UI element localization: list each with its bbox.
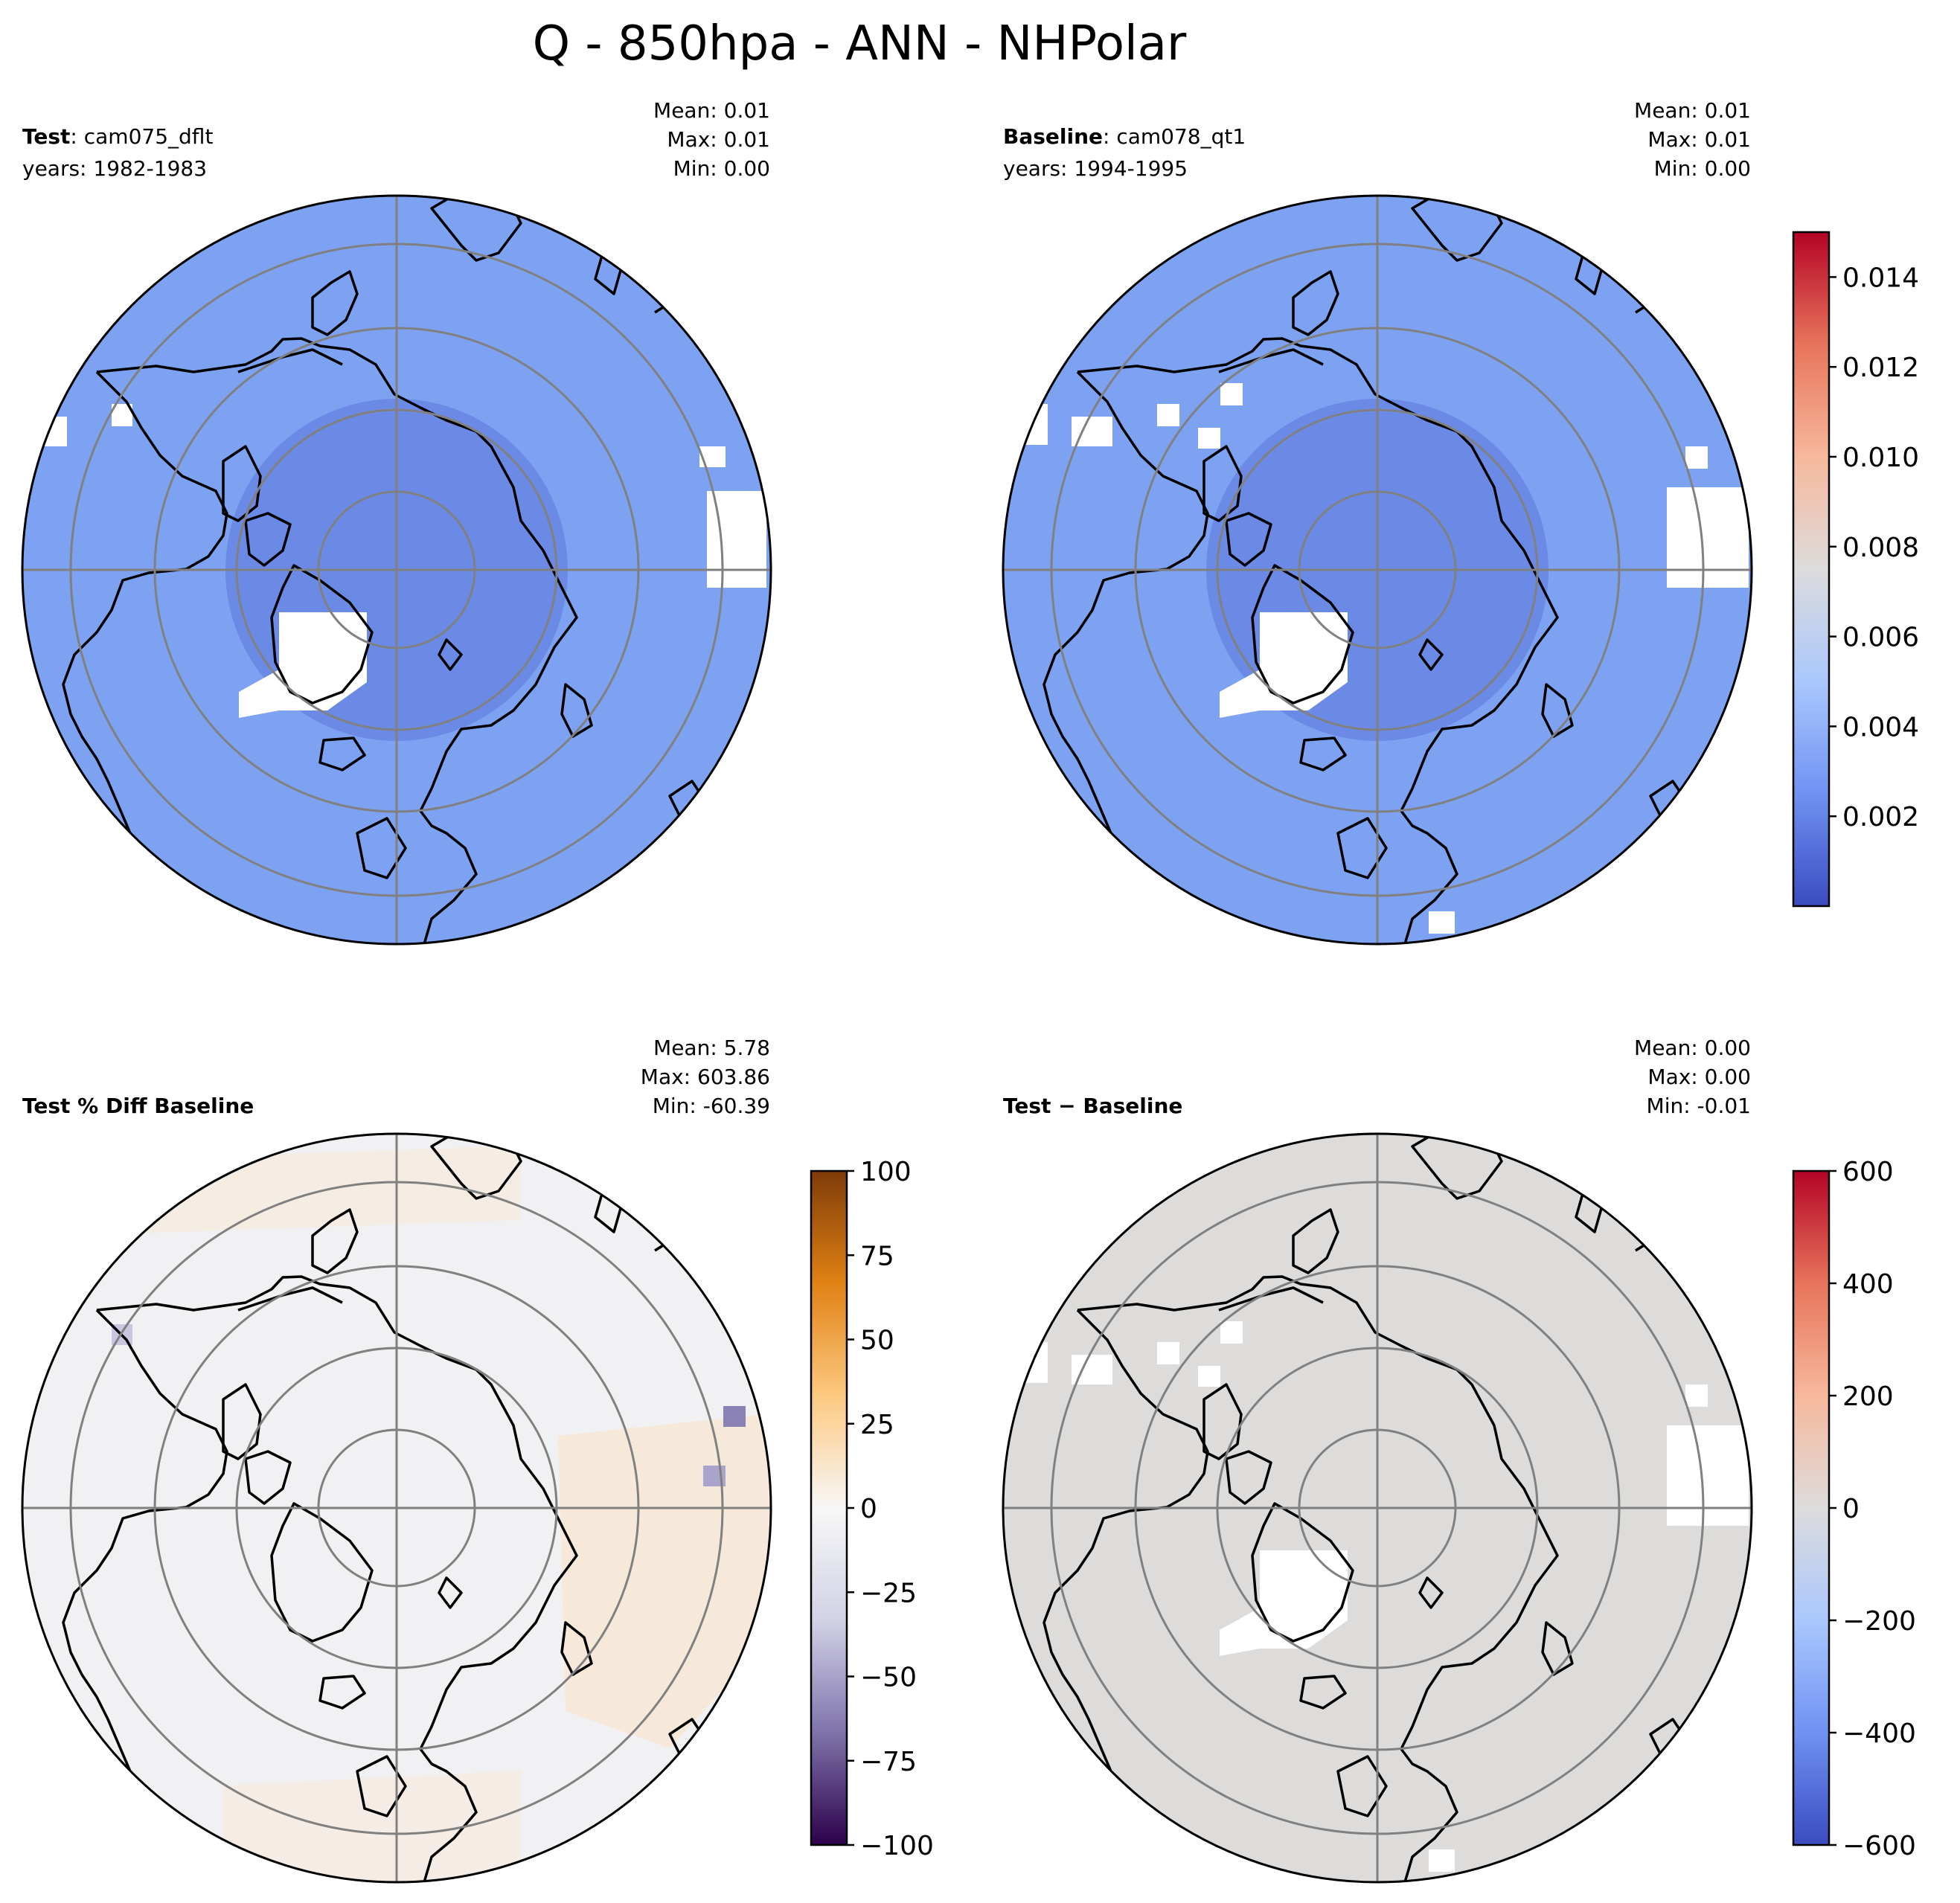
graticule bbox=[1003, 196, 1752, 944]
colorbar-main-ticks: 0.002 0.004 0.006 0.008 0.010 0.012 0.014 bbox=[1829, 263, 1919, 832]
colorbar-tick-label: 0.004 bbox=[1842, 712, 1919, 742]
panel-baseline: Baseline: cam078_qt1 years: 1994-1995 Me… bbox=[1002, 98, 1753, 946]
colorbar-tick-label: 0.014 bbox=[1842, 263, 1919, 293]
panel-label-bold: Test bbox=[1003, 1094, 1051, 1118]
colorbar-pct-fill bbox=[810, 1169, 848, 1846]
colorbar-tick-label: −600 bbox=[1842, 1831, 1916, 1861]
panel-diff: Test − Baseline Mean: 0.00 Max: 0.00 Min… bbox=[1002, 1036, 1753, 1884]
map-boundary bbox=[21, 1132, 772, 1884]
colorbar-tick-label: 400 bbox=[1842, 1269, 1894, 1300]
map-boundary bbox=[21, 194, 772, 946]
map-boundary bbox=[1002, 1132, 1753, 1884]
colorbar-diff-fill bbox=[1792, 1169, 1831, 1846]
panel-label-bold: Test % Diff Baseline bbox=[22, 1094, 254, 1118]
colorbar-main-fill bbox=[1792, 231, 1831, 908]
panel-label: Test: cam075_dflt bbox=[22, 124, 213, 149]
colorbar-pct: −100 −75 −50 −25 0 25 50 75 100 bbox=[810, 1157, 934, 1861]
colorbar-tick-label: 0.010 bbox=[1842, 443, 1919, 473]
colorbar-tick-label: 0.002 bbox=[1842, 802, 1919, 832]
stat-mean: Mean: 0.01 bbox=[653, 98, 770, 123]
panel-test: Test: cam075_dflt years: 1982-1983 Mean:… bbox=[21, 98, 772, 946]
colorbar-tick-label: 0 bbox=[860, 1494, 877, 1524]
stat-max: Max: 603.86 bbox=[641, 1065, 770, 1089]
colorbar-diff: −600 −400 −200 0 200 400 600 bbox=[1792, 1157, 1916, 1861]
colorbar-tick-label: 25 bbox=[860, 1410, 894, 1440]
colorbar-tick-label: −200 bbox=[1842, 1606, 1916, 1637]
panel-label: Test % Diff Baseline bbox=[22, 1094, 254, 1118]
colorbar-tick-label: 100 bbox=[860, 1157, 912, 1187]
colorbar-pct-ticks: −100 −75 −50 −25 0 25 50 75 100 bbox=[847, 1157, 934, 1861]
stat-mean: Mean: 0.00 bbox=[1634, 1036, 1751, 1060]
stat-min: Min: 0.00 bbox=[673, 156, 770, 181]
anomaly-cells bbox=[89, 1146, 771, 1882]
panel-label-rest: − Baseline bbox=[1051, 1094, 1182, 1118]
colorbar-tick-label: 0.008 bbox=[1842, 533, 1919, 563]
stat-max: Max: 0.01 bbox=[667, 127, 770, 152]
colorbar-tick-label: −75 bbox=[860, 1747, 917, 1777]
panel-pct-diff: Test % Diff Baseline Mean: 5.78 Max: 603… bbox=[21, 1036, 772, 1884]
colorbar-tick-label: −400 bbox=[1842, 1719, 1916, 1749]
map-boundary bbox=[1002, 194, 1753, 946]
colorbar-main: 0.002 0.004 0.006 0.008 0.010 0.012 0.014 bbox=[1792, 231, 1919, 908]
panel-years: years: 1994-1995 bbox=[1003, 156, 1188, 181]
colorbar-tick-label: 0 bbox=[1842, 1494, 1860, 1524]
colorbar-tick-label: 600 bbox=[1842, 1157, 1894, 1187]
graticule bbox=[22, 1134, 771, 1882]
stat-min: Min: -0.01 bbox=[1647, 1094, 1751, 1118]
graticule bbox=[1003, 1134, 1752, 1882]
panel-label: Baseline: cam078_qt1 bbox=[1003, 124, 1246, 149]
colorbar-tick-label: 200 bbox=[1842, 1381, 1894, 1412]
stat-mean: Mean: 5.78 bbox=[653, 1036, 770, 1060]
panel-label-rest: : cam078_qt1 bbox=[1103, 124, 1246, 149]
panel-label-rest: : cam075_dflt bbox=[70, 124, 213, 149]
colorbar-tick-label: 0.012 bbox=[1842, 353, 1919, 383]
graticule bbox=[22, 196, 771, 944]
panel-label-bold: Test bbox=[22, 124, 70, 149]
colorbar-tick-label: −50 bbox=[860, 1663, 917, 1693]
stat-min: Min: -60.39 bbox=[653, 1094, 770, 1118]
stat-max: Max: 0.00 bbox=[1647, 1065, 1751, 1089]
stat-min: Min: 0.00 bbox=[1654, 156, 1751, 181]
panel-label-bold: Baseline bbox=[1003, 124, 1103, 149]
stat-max: Max: 0.01 bbox=[1647, 127, 1751, 152]
panel-years: years: 1982-1983 bbox=[22, 156, 207, 181]
colorbar-tick-label: −100 bbox=[860, 1831, 934, 1861]
colorbar-diff-ticks: −600 −400 −200 0 200 400 600 bbox=[1829, 1157, 1916, 1861]
colorbar-tick-label: 50 bbox=[860, 1326, 894, 1356]
missing-data-cells bbox=[1025, 383, 1749, 934]
colorbar-tick-label: 75 bbox=[860, 1241, 894, 1271]
colorbar-tick-label: 0.006 bbox=[1842, 623, 1919, 653]
panel-label: Test − Baseline bbox=[1003, 1094, 1182, 1118]
stat-mean: Mean: 0.01 bbox=[1634, 98, 1751, 123]
figure-title: Q - 850hpa - ANN - NHPolar bbox=[533, 16, 1187, 71]
colorbar-tick-label: −25 bbox=[860, 1578, 917, 1608]
